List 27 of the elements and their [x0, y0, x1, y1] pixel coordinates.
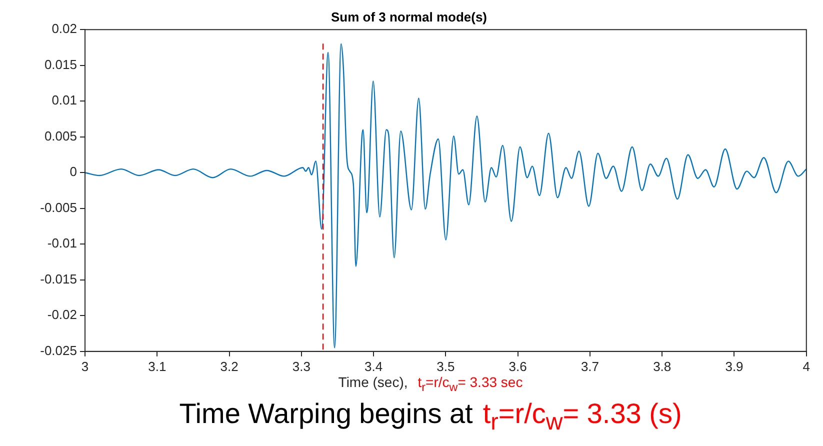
- x-tick-label: 3.9: [725, 358, 744, 374]
- text: Time Warping begins at: [179, 398, 473, 429]
- x-axis-title: Time (sec),: [338, 374, 408, 390]
- x-tick-label: 3: [81, 358, 89, 374]
- ref-line-label: t$_{r}$=r/c$_{w}$= 3.33 sec: [418, 374, 523, 394]
- chart-title: Sum of 3 normal mode(s): [330, 9, 488, 24]
- y-tick-label: -0.005: [40, 200, 77, 215]
- x-tick-label: 3.4: [364, 358, 383, 374]
- x-tick-label: 3.1: [148, 358, 166, 374]
- y-tick-label: -0.01: [47, 236, 77, 251]
- y-tick-label: 0.005: [44, 128, 77, 144]
- line-series: [85, 43, 806, 348]
- x-tick-label: 3.8: [653, 358, 672, 374]
- text: t$_{r}$=r/c$_{w}$= 3.33 (s): [482, 398, 682, 435]
- y-tick-label: 0.01: [52, 92, 77, 108]
- y-tick-label: 0.015: [44, 56, 77, 72]
- y-tick-label: -0.02: [47, 307, 77, 322]
- y-tick-label: 0: [70, 164, 77, 180]
- y-tick-label: 0.02: [52, 21, 77, 36]
- x-tick-label: 3.5: [436, 358, 455, 374]
- y-tick-label: -0.025: [40, 342, 77, 358]
- x-tick-label: 3.2: [220, 358, 238, 374]
- x-tick-label: 3.3: [292, 358, 310, 374]
- x-tick-label: 3.6: [508, 358, 527, 374]
- y-tick-label: -0.015: [40, 271, 77, 286]
- x-tick-label: 4: [802, 358, 810, 374]
- x-tick-label: 3.7: [580, 358, 600, 374]
